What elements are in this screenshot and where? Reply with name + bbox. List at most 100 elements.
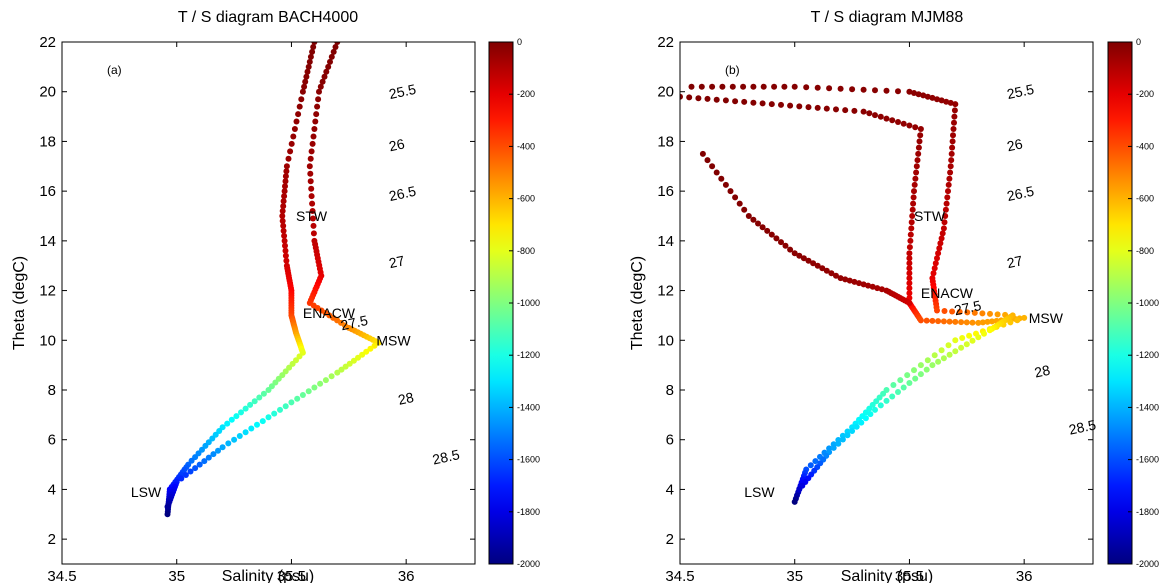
scatter-point [307, 155, 314, 162]
scatter-point [311, 126, 318, 132]
scatter-point [844, 432, 851, 439]
water-mass-label: LSW [131, 484, 162, 500]
scatter-point [941, 219, 948, 226]
scatter-point [949, 308, 956, 315]
scatter-point [695, 95, 702, 102]
water-mass-label: STW [296, 208, 328, 224]
scatter-point [327, 58, 333, 65]
scatter-point [805, 257, 812, 264]
scatter-point [807, 462, 814, 469]
scatter-point [849, 86, 856, 93]
scatter-point [283, 257, 290, 264]
scatter-point [945, 188, 951, 195]
scatter-point [307, 170, 314, 177]
scatter-point [823, 105, 830, 112]
scatter-point [956, 308, 963, 315]
scatter-point [741, 206, 748, 213]
scatter-point [308, 148, 315, 155]
density-contour-label: 26.5 [1005, 183, 1035, 204]
ts-diagram-bach4000: T / S diagram BACH4000 Salinity (psu) Th… [11, 9, 540, 583]
scatter-point [929, 362, 936, 369]
scatter-point [994, 311, 1001, 318]
scatter-point [311, 384, 318, 391]
scatter-point [914, 157, 921, 164]
scatter-point [969, 319, 976, 326]
scatter-point [713, 96, 720, 103]
scatter-point [282, 183, 288, 190]
scatter-point [773, 235, 780, 242]
scatter-point [923, 366, 930, 373]
scatter-point [309, 48, 316, 55]
scatter-point [713, 169, 720, 176]
scatter-point [906, 255, 913, 262]
scatter-point [930, 270, 937, 277]
scatter-point [846, 277, 853, 284]
plot-area [62, 42, 475, 564]
scatter-point [916, 138, 923, 145]
scatter-point [952, 101, 959, 108]
scatter-point [906, 250, 913, 257]
x-tick-label: 36 [1016, 568, 1033, 583]
scatter-point [375, 339, 382, 346]
scatter-point [338, 366, 345, 373]
scatter-point [911, 188, 917, 195]
scatter-point [984, 318, 991, 325]
scatter-point [975, 334, 982, 341]
scatter-point [254, 421, 260, 428]
scatter-point [279, 208, 286, 214]
scatter-point [853, 423, 860, 430]
scatter-point [1014, 317, 1021, 324]
scatter-point [709, 83, 716, 90]
scatter-point [889, 117, 896, 124]
scatter-point [858, 419, 865, 426]
scatter-point [182, 472, 189, 478]
scatter-point [315, 96, 322, 103]
scatter-point [934, 96, 940, 103]
y-axis-label: Theta (degC) [11, 256, 28, 350]
scatter-point [310, 230, 317, 237]
scatter-point [842, 107, 849, 114]
scatter-point [810, 260, 817, 267]
scatter-point [302, 78, 309, 85]
scatter-point [280, 227, 287, 234]
scatter-point [958, 344, 965, 351]
scatter-point [319, 78, 326, 85]
chart-title: T / S diagram MJM88 [811, 9, 964, 26]
scatter-point [759, 224, 766, 231]
x-tick-label: 35.5 [277, 568, 306, 583]
scatter-point [880, 390, 887, 397]
scatter-point [791, 250, 798, 257]
scatter-point [242, 429, 249, 436]
scatter-point [287, 148, 294, 155]
scatter-point [906, 260, 913, 267]
scatter-point [259, 418, 266, 425]
scatter-point [787, 246, 794, 253]
scatter-point [224, 420, 231, 427]
scatter-point [949, 144, 956, 151]
scatter-point [913, 169, 920, 176]
colorbar-tick-label: -800 [517, 246, 535, 256]
scatter-point [228, 416, 235, 423]
y-tick-label: 2 [666, 531, 674, 548]
plot-area [680, 42, 1093, 564]
scatter-point [860, 86, 867, 93]
scatter-point [805, 104, 812, 111]
colorbar-tick-label: -400 [517, 141, 535, 151]
scatter-point [281, 193, 288, 200]
scatter-point [332, 44, 339, 50]
scatter-point [915, 144, 922, 151]
scatter-point [839, 436, 846, 443]
scatter-point [718, 175, 725, 182]
density-contour-label: 26 [1005, 135, 1024, 154]
scatter-point [750, 99, 757, 106]
scatter-point [280, 203, 287, 210]
scatter-point [680, 93, 683, 100]
scatter-point [306, 58, 313, 65]
scatter-point [294, 395, 301, 402]
scatter-point [309, 208, 316, 214]
scatter-point [969, 337, 976, 344]
scatter-point [937, 240, 944, 247]
scatter-point [187, 468, 194, 475]
y-tick-label: 18 [39, 133, 56, 150]
scatter-point [924, 93, 931, 100]
